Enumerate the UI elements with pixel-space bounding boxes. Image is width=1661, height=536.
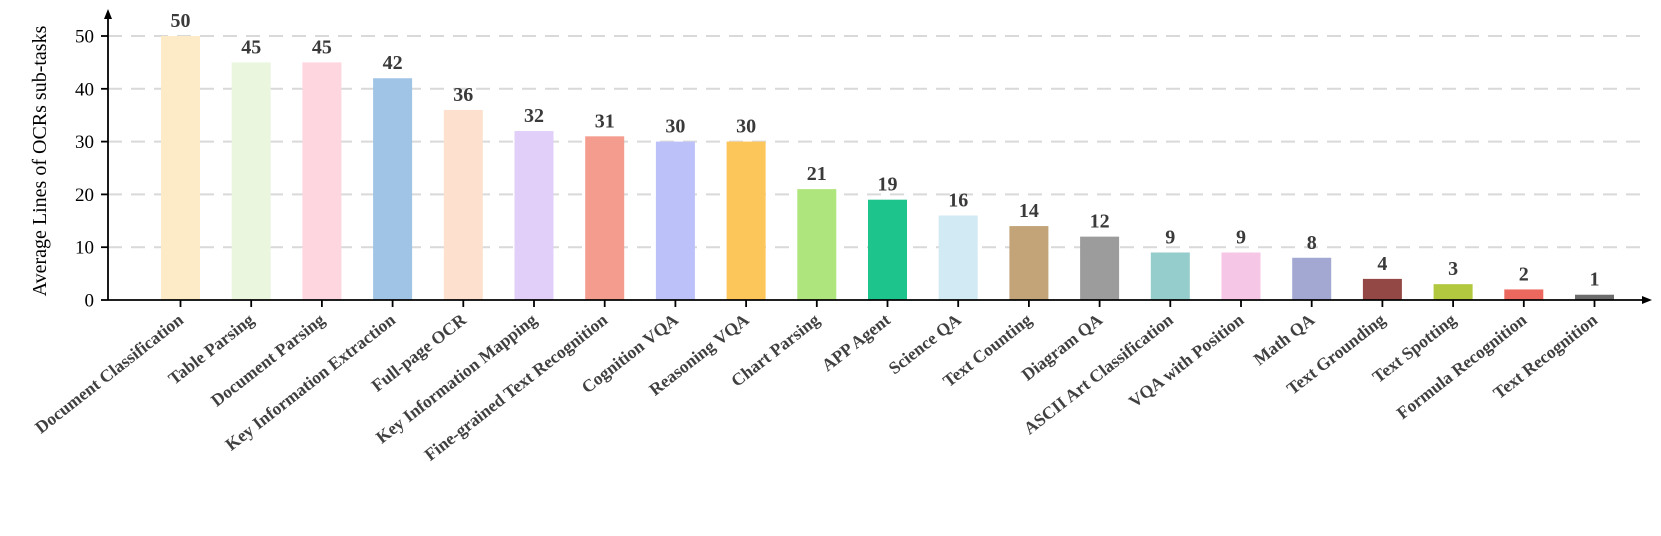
bar-6 [585,136,625,300]
bar-10 [868,199,907,300]
y-tick-label-20: 20 [75,185,94,206]
y-tick-label-30: 30 [75,132,94,153]
value-label-6: 31 [595,110,615,132]
bar-9 [797,189,837,300]
bar-16 [1292,257,1332,300]
value-label-9: 21 [807,163,827,185]
value-label-5: 32 [524,105,544,127]
y-ticks: 0 10 20 30 40 50 [75,27,108,312]
value-label-15: 9 [1236,226,1246,248]
x-ticks [179,300,1596,307]
category-label-10: APP Agent [818,309,894,375]
bar-18 [1433,284,1473,300]
bar-11 [938,215,978,300]
value-label-20: 1 [1590,269,1600,291]
value-label-13: 12 [1090,211,1110,233]
x-axis-arrow [1642,296,1652,304]
value-label-0: 50 [171,10,191,32]
bar-7 [655,141,695,300]
value-label-7: 30 [665,116,685,138]
y-axis-arrow [104,9,112,19]
value-label-8: 30 [736,116,756,138]
bar-8 [726,141,766,300]
value-label-11: 16 [948,190,968,212]
category-label-15: VQA with Position [1125,309,1248,411]
bar-19 [1504,289,1544,300]
bar-2 [302,62,342,301]
value-label-1: 45 [241,36,261,58]
bar-3 [373,78,413,301]
bar-12 [1009,226,1049,300]
category-label-19: Formula Recognition [1393,309,1531,423]
y-tick-label-10: 10 [75,238,94,259]
bar-0 [161,36,200,300]
bars [161,36,1614,301]
value-label-4: 36 [453,84,473,106]
category-label-16: Math QA [1250,309,1319,369]
value-label-16: 8 [1307,232,1317,254]
bar-4 [443,109,483,300]
grid-lines [108,35,1640,249]
bar-14 [1150,252,1190,300]
bar-5 [514,131,554,300]
value-label-12: 14 [1019,200,1039,222]
value-label-3: 42 [383,52,403,74]
bar-15 [1221,252,1261,300]
value-label-14: 9 [1165,226,1175,248]
y-tick-label-0: 0 [85,291,95,312]
bar-20 [1575,294,1614,300]
value-label-17: 4 [1377,253,1387,275]
value-label-2: 45 [312,36,332,58]
value-label-19: 2 [1519,263,1529,285]
y-tick-label-50: 50 [75,27,94,48]
bar-1 [231,62,271,301]
y-axis-title: Average Lines of OCRs sub-tasks [29,25,51,296]
value-label-10: 19 [878,174,898,196]
bar-17 [1362,278,1402,300]
bar-13 [1080,236,1120,300]
value-label-18: 3 [1448,258,1458,280]
y-tick-label-40: 40 [75,79,94,100]
axes [104,9,1652,304]
